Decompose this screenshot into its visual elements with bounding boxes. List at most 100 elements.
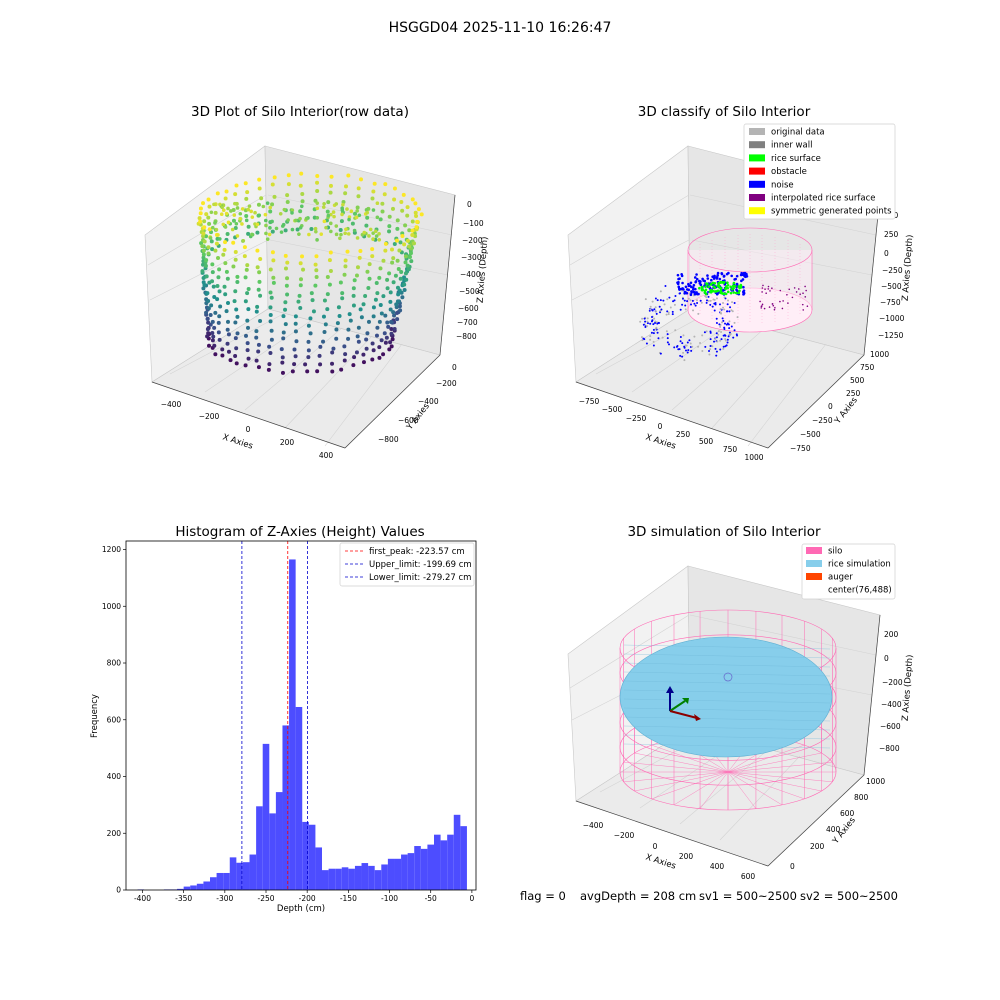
p1-point bbox=[225, 232, 230, 237]
p1-point bbox=[265, 201, 270, 205]
p1-point bbox=[384, 335, 389, 340]
p2-point bbox=[649, 335, 652, 338]
footer-avg-depth: avgDepth = 208 cm bbox=[580, 889, 696, 903]
p2-point bbox=[771, 303, 774, 305]
p1-point bbox=[378, 266, 383, 271]
p2-point bbox=[699, 342, 702, 345]
p1-point bbox=[235, 234, 240, 238]
p1-point bbox=[286, 173, 291, 178]
p1-point bbox=[318, 362, 323, 367]
p1-point bbox=[281, 314, 286, 319]
p1-ytick: −800 bbox=[378, 435, 399, 444]
p1-point bbox=[326, 200, 331, 205]
p4-ztick: −800 bbox=[879, 744, 900, 753]
p1-ztick: −200 bbox=[462, 236, 483, 245]
p1-point bbox=[309, 226, 314, 231]
p1-x-ticks: −400 −200 0 200 400 bbox=[161, 400, 334, 460]
p2-point bbox=[701, 334, 704, 337]
p1-point bbox=[214, 227, 219, 232]
p1-point bbox=[355, 205, 360, 210]
p2-point bbox=[779, 300, 781, 303]
p1-point bbox=[364, 337, 369, 342]
p1-point bbox=[203, 263, 208, 268]
p1-point bbox=[213, 310, 218, 315]
p2-point bbox=[759, 300, 761, 303]
p1-point bbox=[403, 260, 408, 265]
p2-point bbox=[736, 334, 739, 337]
p1-point bbox=[392, 197, 397, 202]
p1-point bbox=[315, 180, 320, 185]
p1-point bbox=[293, 329, 298, 334]
histogram-bar bbox=[335, 868, 342, 890]
p4-xtick: 200 bbox=[679, 852, 694, 861]
p1-point bbox=[379, 311, 384, 316]
p4-silo-spoke bbox=[699, 771, 729, 809]
p1-point bbox=[234, 346, 239, 351]
p1-point bbox=[292, 347, 297, 352]
p1-point bbox=[389, 331, 394, 336]
p1-point bbox=[255, 265, 260, 270]
p2-point bbox=[717, 330, 720, 333]
p4-xtick: 400 bbox=[710, 862, 725, 871]
p1-point bbox=[209, 303, 214, 308]
p1-point bbox=[233, 289, 238, 294]
panel-simulation-3d: 3D simulation of Silo Interior −400 −200 bbox=[567, 524, 915, 881]
p1-point bbox=[244, 218, 249, 223]
p1-point bbox=[235, 331, 240, 336]
p2-point bbox=[713, 290, 717, 293]
p1-point bbox=[414, 225, 419, 230]
p2-point bbox=[681, 297, 684, 300]
p1-point bbox=[322, 298, 327, 303]
p1-point bbox=[293, 314, 298, 319]
p2-point bbox=[791, 296, 794, 299]
p1-point bbox=[225, 319, 230, 324]
p2-point bbox=[733, 284, 737, 288]
p2-point bbox=[735, 274, 739, 278]
p2-point bbox=[692, 309, 695, 312]
p1-point bbox=[198, 219, 203, 224]
p1-point bbox=[375, 325, 380, 330]
p1-point bbox=[331, 210, 336, 214]
p2-point bbox=[732, 291, 736, 294]
p1-point bbox=[230, 227, 235, 232]
p1-point bbox=[233, 336, 238, 341]
p4-silo-spoke bbox=[623, 761, 729, 773]
p1-point bbox=[410, 228, 415, 233]
p2-ylabel: Y Axies bbox=[832, 395, 860, 427]
p2-point bbox=[691, 299, 694, 302]
p2-point bbox=[715, 292, 719, 296]
p2-point bbox=[696, 302, 699, 305]
p2-point bbox=[673, 299, 676, 302]
p2-point bbox=[721, 321, 724, 324]
p1-point bbox=[286, 182, 291, 187]
p2-point bbox=[691, 345, 694, 348]
p1-point bbox=[207, 204, 212, 209]
p1-point bbox=[311, 309, 316, 314]
p1-point bbox=[279, 347, 284, 352]
p1-point bbox=[202, 219, 207, 224]
p2-point bbox=[706, 277, 710, 280]
p1-point bbox=[346, 327, 351, 332]
p1-point bbox=[290, 227, 295, 232]
histogram-bar bbox=[420, 848, 428, 890]
p2-point bbox=[723, 326, 726, 329]
p1-point bbox=[241, 239, 246, 243]
p1-point bbox=[233, 226, 238, 231]
p2-point bbox=[724, 339, 727, 342]
p1-xlabel: X Axies bbox=[221, 432, 254, 451]
p1-point bbox=[210, 247, 215, 252]
p1-point bbox=[268, 351, 273, 356]
p2-point bbox=[730, 325, 733, 328]
p3-xtick: -100 bbox=[381, 894, 398, 903]
p2-point bbox=[781, 307, 784, 310]
p2-ytick: −500 bbox=[800, 430, 821, 439]
p1-point bbox=[255, 248, 260, 253]
histogram-bar bbox=[190, 885, 197, 890]
p1-point bbox=[329, 229, 333, 234]
p2-point bbox=[657, 337, 660, 340]
p2-point bbox=[709, 338, 712, 341]
p2-point bbox=[646, 325, 649, 328]
p3-legend: first_peak: -223.57 cm Upper_limit: -199.… bbox=[339, 542, 475, 587]
histogram-bar bbox=[374, 870, 382, 890]
p2-point bbox=[717, 333, 720, 336]
